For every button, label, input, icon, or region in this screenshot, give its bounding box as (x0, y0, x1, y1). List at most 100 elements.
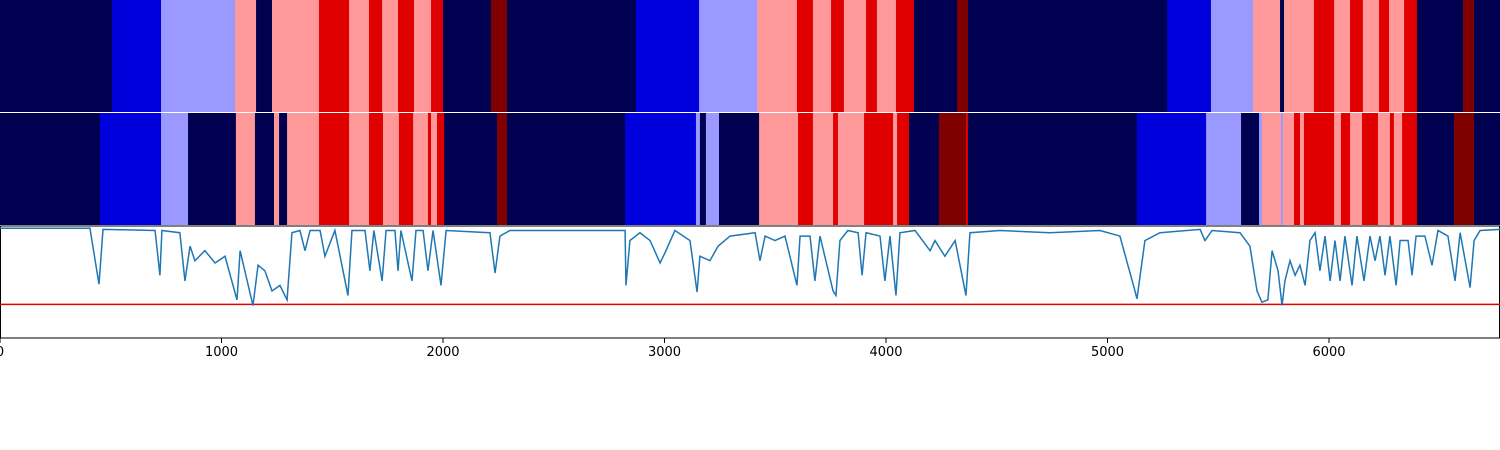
segment (1294, 113, 1301, 225)
segment (0, 113, 101, 225)
segment (1350, 0, 1364, 112)
segment (1350, 113, 1363, 225)
segment (1334, 0, 1351, 112)
x-tick-label: 6000 (1312, 345, 1345, 360)
segment (437, 113, 445, 225)
segment (398, 113, 414, 225)
x-tick-label: 4000 (869, 345, 902, 360)
segment (909, 113, 940, 225)
segment (938, 113, 967, 225)
segment (1167, 0, 1212, 112)
segment (443, 0, 492, 112)
segment (1261, 113, 1282, 225)
segment (1379, 0, 1390, 112)
segment (1474, 0, 1500, 112)
segment (272, 0, 320, 112)
segment (893, 113, 898, 225)
x-tick-label: 2000 (426, 345, 459, 360)
segment (757, 0, 798, 112)
segment (635, 0, 700, 112)
segment (837, 113, 865, 225)
segment (1259, 113, 1263, 225)
segment (1393, 113, 1403, 225)
segment (161, 0, 236, 112)
segment (1402, 113, 1418, 225)
segment (965, 113, 969, 225)
segment (1241, 113, 1260, 225)
segment (1463, 0, 1475, 112)
segment (497, 113, 508, 225)
segment (256, 0, 273, 112)
x-tick-label: 5000 (1091, 345, 1124, 360)
segment (1362, 113, 1379, 225)
segment (843, 0, 867, 112)
segment (235, 113, 256, 225)
line-series (0, 227, 1500, 306)
segment (866, 0, 878, 112)
segment (798, 113, 814, 225)
x-tick-label: 1000 (205, 345, 238, 360)
segment (1253, 0, 1281, 112)
segment (279, 113, 288, 225)
segment (99, 113, 162, 225)
segment (112, 0, 162, 112)
segment (1416, 0, 1464, 112)
segment (413, 113, 429, 225)
segment (1303, 113, 1335, 225)
segment (398, 0, 415, 112)
segment (705, 113, 720, 225)
segment (1389, 113, 1395, 225)
segment (1284, 0, 1315, 112)
segment (913, 0, 958, 112)
segment (699, 113, 707, 225)
segment (812, 113, 834, 225)
segment (1334, 113, 1342, 225)
segment (957, 0, 969, 112)
segment (967, 0, 1168, 112)
plot-frame (0, 225, 1500, 339)
segment (1453, 113, 1475, 225)
segment (1416, 113, 1455, 225)
segment (491, 0, 508, 112)
segment (1340, 113, 1351, 225)
segment (161, 113, 189, 225)
segment (427, 113, 432, 225)
segment (188, 113, 237, 225)
segment (444, 113, 498, 225)
segment (1404, 0, 1418, 112)
segment (625, 113, 697, 225)
segment (0, 0, 113, 112)
segment (369, 0, 383, 112)
segment (831, 0, 845, 112)
segment (897, 113, 910, 225)
segment (382, 0, 399, 112)
segment (796, 0, 814, 112)
segment (1210, 0, 1254, 112)
segment (1280, 0, 1285, 112)
segment (431, 0, 444, 112)
segment (1136, 113, 1207, 225)
segment (369, 113, 384, 225)
segment (1313, 0, 1335, 112)
segment (349, 0, 370, 112)
segment (235, 0, 257, 112)
segment (967, 113, 1138, 225)
segment (1389, 0, 1405, 112)
segment (413, 0, 432, 112)
x-tick-label: 0 (0, 345, 4, 360)
segment (382, 113, 400, 225)
segment (1282, 113, 1295, 225)
segment (718, 113, 760, 225)
segment (1280, 113, 1284, 225)
segment (318, 0, 350, 112)
segment (287, 113, 320, 225)
segment (812, 0, 832, 112)
segment (507, 0, 637, 112)
segment (1474, 113, 1500, 225)
segment (759, 113, 799, 225)
segment (318, 113, 350, 225)
x-tick-label: 3000 (648, 345, 681, 360)
segment (876, 0, 897, 112)
segment (833, 113, 839, 225)
